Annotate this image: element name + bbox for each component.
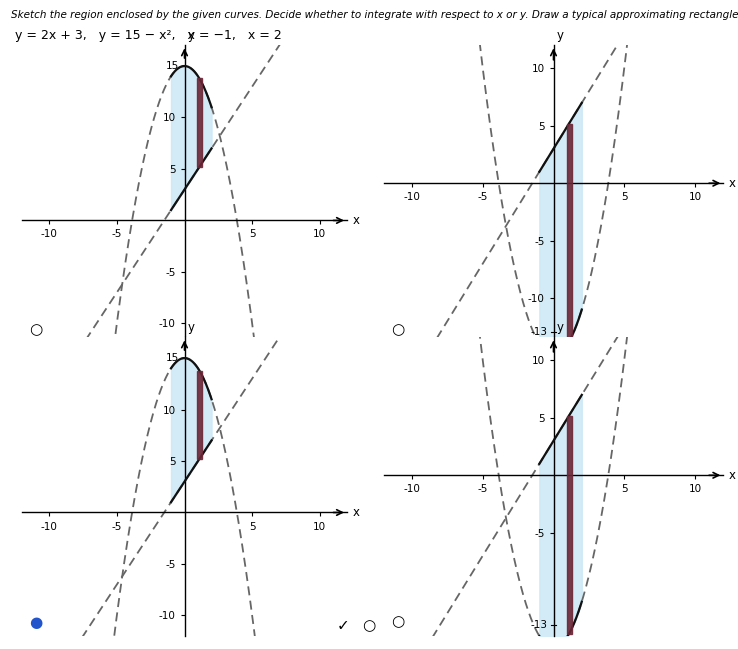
- Text: x: x: [729, 177, 736, 190]
- Text: y: y: [187, 29, 195, 42]
- Bar: [197, 79, 201, 167]
- Text: -13: -13: [531, 328, 548, 337]
- Text: y: y: [557, 321, 564, 334]
- Text: ○: ○: [30, 323, 43, 337]
- Text: ●: ●: [30, 615, 43, 630]
- Text: Sketch the region enclosed by the given curves. Decide whether to integrate with: Sketch the region enclosed by the given …: [11, 10, 738, 19]
- Text: ○: ○: [391, 323, 404, 337]
- Bar: [567, 123, 571, 341]
- Bar: [567, 415, 571, 633]
- Text: ○: ○: [362, 618, 376, 633]
- Text: y: y: [187, 321, 195, 334]
- Text: 15: 15: [166, 61, 179, 71]
- Text: ✓: ✓: [337, 618, 350, 633]
- Text: x: x: [729, 469, 736, 482]
- Text: x: x: [352, 214, 359, 227]
- Text: ○: ○: [391, 615, 404, 630]
- Text: 15: 15: [166, 353, 179, 363]
- Text: y: y: [557, 29, 564, 42]
- Bar: [197, 371, 201, 459]
- Text: x: x: [352, 506, 359, 519]
- Text: -13: -13: [531, 620, 548, 630]
- Text: y = 2x + 3,   y = 15 − x²,   x = −1,   x = 2: y = 2x + 3, y = 15 − x², x = −1, x = 2: [15, 29, 281, 42]
